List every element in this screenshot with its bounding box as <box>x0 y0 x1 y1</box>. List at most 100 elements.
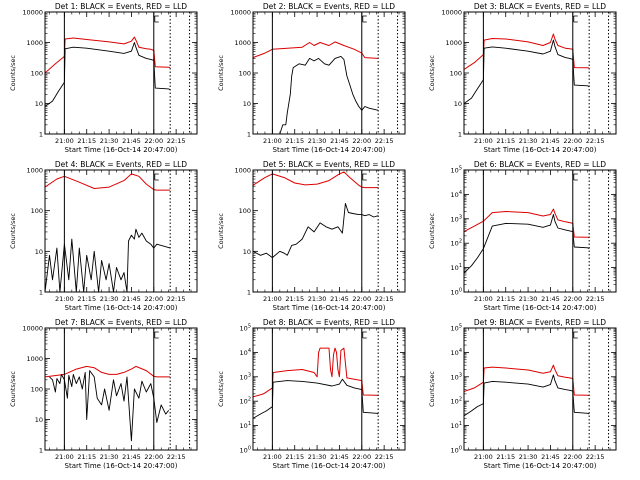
x-tick-label: 21:00 <box>55 295 74 303</box>
x-tick-label: 21:00 <box>263 453 282 461</box>
series-red-line <box>45 173 171 191</box>
panel-title: Det 8: BLACK = Events, RED = LLD <box>263 318 395 327</box>
y-tick-label: 100 <box>451 288 462 297</box>
interval-bracket <box>573 331 578 339</box>
series-black-line <box>45 228 171 292</box>
panel-title: Det 2: BLACK = Events, RED = LLD <box>263 2 395 11</box>
series-black-line <box>45 42 171 107</box>
x-axis-label: Start Time (16-Oct-14 20:47:00) <box>484 304 597 312</box>
y-tick-label: 1000 <box>26 39 43 47</box>
plot-frame <box>44 169 198 293</box>
series-black-line <box>253 378 379 419</box>
y-tick-label: 104 <box>451 190 462 199</box>
y-axis-label: Counts/sec <box>217 213 225 249</box>
panel-title: Det 1: BLACK = Events, RED = LLD <box>55 2 187 11</box>
plot-frame <box>252 169 406 293</box>
x-tick-label: 21:00 <box>474 453 493 461</box>
interval-bracket <box>573 173 578 181</box>
x-tick-label: 21:30 <box>519 137 538 145</box>
panel-det5: Det 5: BLACK = Events, RED = LLD Counts/s… <box>217 160 406 312</box>
y-tick-label: 105 <box>240 324 251 333</box>
y-tick-label: 1 <box>39 447 43 455</box>
series-red-line <box>45 365 171 378</box>
y-tick-label: 100 <box>31 207 43 215</box>
series-red-line <box>464 364 590 397</box>
x-tick-label: 21:00 <box>474 137 493 145</box>
x-tick-label: 22:15 <box>586 137 605 145</box>
x-tick-label: 21:30 <box>519 295 538 303</box>
interval-bracket <box>362 173 367 181</box>
y-tick-label: 100 <box>451 446 462 455</box>
x-tick-label: 21:30 <box>519 453 538 461</box>
x-tick-label: 22:00 <box>144 295 163 303</box>
x-tick-label: 21:00 <box>55 137 74 145</box>
y-tick-label: 104 <box>240 348 251 357</box>
x-axis-label: Start Time (16-Oct-14 20:47:00) <box>65 462 178 470</box>
interval-bracket <box>154 15 159 23</box>
y-tick-label: 101 <box>451 421 462 430</box>
x-tick-label: 22:15 <box>167 295 186 303</box>
y-axis-label: Counts/sec <box>428 55 436 91</box>
y-axis-label: Counts/sec <box>9 55 17 91</box>
x-axis-label: Start Time (16-Oct-14 20:47:00) <box>65 146 178 154</box>
x-tick-label: 21:15 <box>77 453 96 461</box>
x-tick-label: 21:45 <box>330 453 349 461</box>
plot-frame <box>463 327 617 451</box>
plot-frame <box>44 327 198 451</box>
y-tick-label: 10000 <box>22 9 43 17</box>
panel-det1: Det 1: BLACK = Events, RED = LLD Counts/s… <box>9 2 198 154</box>
series-red-line <box>253 347 379 398</box>
x-tick-label: 21:15 <box>77 295 96 303</box>
series-black-line <box>253 203 379 259</box>
x-axis-label: Start Time (16-Oct-14 20:47:00) <box>484 462 597 470</box>
y-tick-label: 1 <box>39 131 43 139</box>
x-tick-label: 21:45 <box>541 295 560 303</box>
x-tick-label: 21:00 <box>263 295 282 303</box>
interval-bracket <box>154 331 159 339</box>
x-axis-label: Start Time (16-Oct-14 20:47:00) <box>273 304 386 312</box>
series-black-line <box>464 374 590 417</box>
y-tick-label: 102 <box>451 239 462 248</box>
y-axis-label: Counts/sec <box>9 371 17 407</box>
y-tick-label: 1 <box>458 131 462 139</box>
y-tick-label: 1000 <box>234 39 251 47</box>
x-tick-label: 22:00 <box>144 453 163 461</box>
x-tick-label: 21:30 <box>308 453 327 461</box>
y-axis-label: Counts/sec <box>428 213 436 249</box>
x-tick-label: 22:15 <box>167 453 186 461</box>
series-red-line <box>253 171 379 189</box>
x-tick-label: 21:15 <box>77 137 96 145</box>
y-tick-label: 10 <box>35 248 43 256</box>
x-tick-label: 22:00 <box>563 137 582 145</box>
y-axis-label: Counts/sec <box>428 371 436 407</box>
series-red-line <box>464 33 590 70</box>
x-tick-label: 21:00 <box>263 137 282 145</box>
y-tick-label: 102 <box>240 397 251 406</box>
x-tick-label: 21:45 <box>330 295 349 303</box>
y-tick-label: 100 <box>240 446 251 455</box>
interval-bracket <box>573 15 578 23</box>
x-axis-label: Start Time (16-Oct-14 20:47:00) <box>484 146 597 154</box>
x-tick-label: 21:45 <box>330 137 349 145</box>
y-tick-label: 1000 <box>445 39 462 47</box>
y-axis-label: Counts/sec <box>217 371 225 407</box>
panel-det7: Det 7: BLACK = Events, RED = LLD Counts/s… <box>9 318 198 470</box>
x-tick-label: 21:15 <box>285 453 304 461</box>
series-red-line <box>253 41 379 59</box>
x-tick-label: 22:15 <box>375 295 394 303</box>
x-tick-label: 22:15 <box>167 137 186 145</box>
y-tick-label: 100 <box>239 70 251 78</box>
y-tick-label: 103 <box>240 372 251 381</box>
x-tick-label: 21:30 <box>100 137 119 145</box>
x-tick-label: 21:00 <box>474 295 493 303</box>
x-tick-label: 22:00 <box>563 453 582 461</box>
x-tick-label: 22:00 <box>352 453 371 461</box>
plot-frame <box>463 169 617 293</box>
x-tick-label: 22:00 <box>563 295 582 303</box>
x-tick-label: 21:00 <box>55 453 74 461</box>
x-tick-label: 21:45 <box>541 137 560 145</box>
interval-bracket <box>362 15 367 23</box>
panel-det9: Det 9: BLACK = Events, RED = LLD Counts/s… <box>428 318 617 470</box>
series-black-line <box>279 55 379 134</box>
